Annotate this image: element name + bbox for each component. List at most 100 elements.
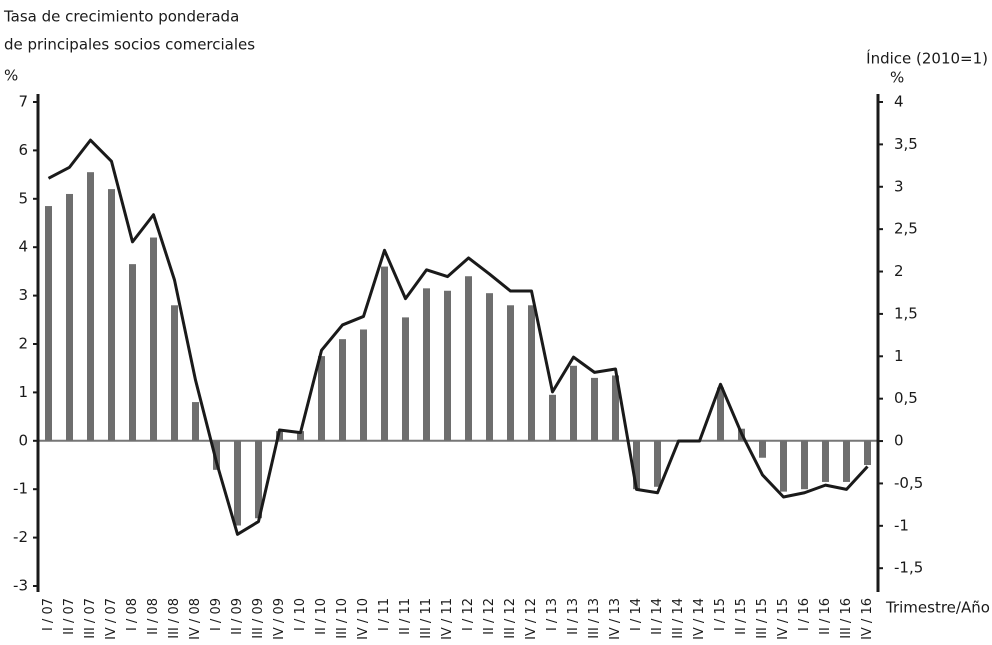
bar — [780, 440, 787, 492]
left-title: Tasa de crecimiento ponderada — [3, 8, 239, 26]
line — [47, 138, 869, 536]
bar — [570, 365, 577, 441]
bar — [108, 189, 115, 441]
y2-tick-label: 2,5 — [894, 220, 918, 238]
bar — [381, 266, 388, 441]
y2-tick-label: 4 — [894, 93, 904, 111]
x-tick-label: III / 11 — [419, 598, 434, 639]
x-tick-label: II / 15 — [734, 598, 749, 635]
y-tick-label: 4 — [18, 238, 28, 256]
x-tick-label: IV / 12 — [524, 598, 539, 640]
x-tick-label: I / 10 — [293, 598, 308, 631]
x-tick-label: III / 15 — [755, 598, 770, 639]
y-tick-label: 0 — [18, 431, 28, 449]
bar — [843, 440, 850, 482]
x-tick-label: II / 13 — [566, 598, 581, 635]
y2-tick-label: -0,5 — [894, 474, 923, 492]
y2-tick-label: 1 — [894, 347, 904, 365]
x-tick-label: I / 14 — [629, 598, 644, 631]
x-tick-label: II / 11 — [398, 598, 413, 635]
bar — [717, 387, 724, 441]
x-tick-label: II / 10 — [314, 598, 329, 635]
bar — [45, 206, 52, 441]
x-tick-label: II / 07 — [62, 598, 77, 635]
bar — [465, 276, 472, 441]
bar — [402, 317, 409, 441]
x-tick-label: I / 13 — [545, 598, 560, 631]
x-tick-label: IV / 13 — [608, 598, 623, 640]
y-tick-label: -3 — [13, 577, 28, 595]
left-unit: % — [4, 67, 18, 85]
x-tick-label: IV / 14 — [692, 598, 707, 640]
x-tick-label: III / 14 — [671, 598, 686, 639]
x-tick-label: III / 08 — [167, 598, 182, 639]
y-tick-label: 6 — [18, 141, 28, 159]
x-tick-label: I / 15 — [713, 598, 728, 631]
x-tick-label: II / 09 — [230, 598, 245, 635]
x-tick-label: I / 09 — [209, 598, 224, 631]
x-tick-label: III / 16 — [839, 598, 854, 639]
x-tick-label: IV / 15 — [776, 598, 791, 640]
y2-tick-label: -1 — [894, 516, 909, 534]
x-tick-label: I / 07 — [41, 598, 56, 631]
bar — [297, 431, 304, 441]
bar — [129, 264, 136, 441]
x-tick-label: I / 11 — [377, 598, 392, 631]
x-tick-label: IV / 11 — [440, 598, 455, 640]
x-tick-label: II / 14 — [650, 598, 665, 635]
y2-tick-label: 0 — [894, 432, 904, 450]
x-tick-label: IV / 07 — [104, 598, 119, 640]
x-tick-label: IV / 16 — [860, 598, 875, 640]
bar — [318, 356, 325, 441]
y-tick-label: -2 — [13, 528, 28, 546]
bar — [801, 440, 808, 490]
x-tick-label: II / 16 — [818, 598, 833, 635]
x-tick-label: IV / 09 — [272, 598, 287, 640]
x-tick-label: III / 09 — [251, 598, 266, 639]
bar — [591, 377, 598, 441]
bar — [486, 293, 493, 441]
x-tick-label: III / 13 — [587, 598, 602, 639]
bar — [654, 440, 661, 487]
right-unit: % — [890, 69, 904, 87]
bar — [423, 288, 430, 441]
y-tick-label: 2 — [18, 335, 28, 353]
bar — [528, 305, 535, 441]
bar — [87, 172, 94, 441]
bar — [822, 440, 829, 482]
bar — [360, 329, 367, 441]
x-tick-label: II / 12 — [482, 598, 497, 635]
x-axis-label: Trimestre/Año — [885, 599, 990, 617]
y2-tick-label: 3 — [894, 177, 904, 195]
bar — [234, 440, 241, 526]
bar — [444, 290, 451, 441]
y2-tick-label: 2 — [894, 262, 904, 280]
y2-tick-label: -1,5 — [894, 559, 923, 577]
bar — [213, 440, 220, 470]
bar — [150, 237, 157, 441]
x-tick-label: III / 10 — [335, 598, 350, 639]
bar — [66, 193, 73, 441]
x-tick-label: IV / 08 — [188, 598, 203, 640]
left-title: de principales socios comerciales — [4, 36, 255, 54]
y-tick-label: 1 — [18, 383, 28, 401]
bar — [633, 440, 640, 490]
y-tick-label: 7 — [18, 93, 28, 111]
x-tick-label: III / 07 — [83, 598, 98, 639]
bar — [612, 375, 619, 441]
bar — [549, 394, 556, 441]
x-tick-label: I / 08 — [125, 598, 140, 631]
y-tick-label: 5 — [18, 189, 28, 207]
y2-tick-label: 3,5 — [894, 135, 918, 153]
y-tick-label: 3 — [18, 286, 28, 304]
y2-tick-label: 0,5 — [894, 389, 918, 407]
bar — [759, 440, 766, 458]
x-tick-label: I / 16 — [797, 598, 812, 631]
bar — [507, 305, 514, 441]
bar — [339, 339, 346, 441]
x-tick-label: II / 08 — [146, 598, 161, 635]
x-tick-label: I / 12 — [461, 598, 476, 631]
y2-tick-label: 1,5 — [894, 304, 918, 322]
bar — [864, 440, 871, 465]
